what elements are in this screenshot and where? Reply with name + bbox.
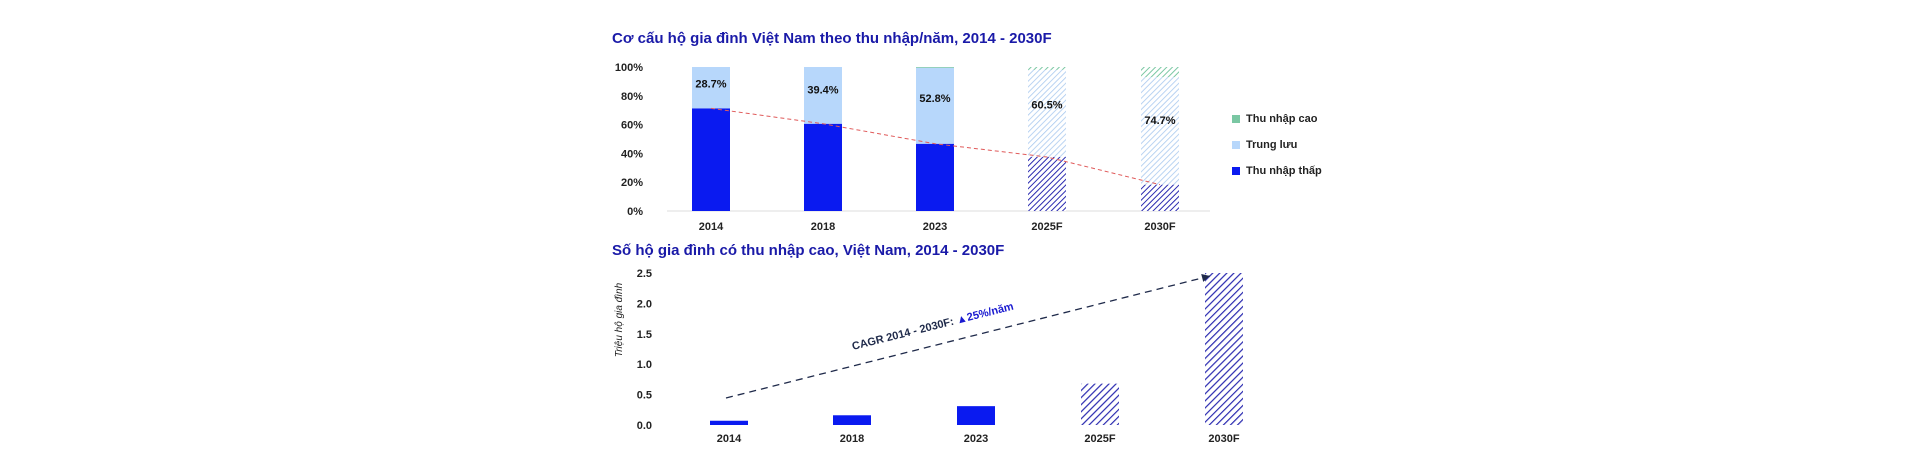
x-tick-label: 2018 — [811, 221, 835, 233]
y-tick-label: 80% — [621, 91, 643, 103]
y-tick-label: 60% — [621, 120, 643, 132]
legend-label: Thu nhập thấp — [1246, 165, 1322, 177]
chart-title-high-income-households: Số hộ gia đình có thu nhập cao, Việt Nam… — [612, 242, 1005, 259]
y-tick-label: 100% — [615, 62, 643, 74]
legend-label: Trung lưu — [1246, 139, 1298, 151]
legend-item-trung-luu: Trung lưu — [1232, 132, 1322, 158]
legend-item-thu-nhap-cao: Thu nhập cao — [1232, 106, 1322, 132]
bar-segment-thu-nhap-cao — [1141, 67, 1179, 78]
x-tick-label: 2014 — [699, 221, 724, 233]
legend-label: Thu nhập cao — [1246, 113, 1318, 125]
data-label: 60.5% — [1031, 100, 1062, 112]
x-tick-label: 2025F — [1031, 221, 1062, 233]
chart-title-household-structure: Cơ cấu hộ gia đình Việt Nam theo thu nhậ… — [612, 30, 1052, 47]
data-label: 74.7% — [1144, 115, 1175, 127]
trend-line — [710, 107, 1161, 186]
bar-segment-trung-luu — [1028, 69, 1066, 157]
x-tick-label: 2023 — [923, 221, 947, 233]
bar-segment-trung-luu — [692, 67, 730, 109]
bar-segment-thu-nhap-thap — [1028, 157, 1066, 211]
y-tick-label: 40% — [621, 148, 643, 160]
bar-segment-thu-nhap-cao — [1028, 67, 1066, 70]
bar-segment-thu-nhap-thap — [692, 108, 730, 211]
bar-segment-trung-luu — [916, 67, 954, 144]
data-label: 28.7% — [695, 79, 726, 91]
household-structure-legend: Thu nhập cao Trung lưu Thu nhập thấp — [1232, 106, 1322, 184]
legend-swatch — [1232, 115, 1240, 123]
bar-segment-trung-luu — [1141, 77, 1179, 185]
data-label: 39.4% — [807, 85, 838, 97]
bar-segment-thu-nhap-cao — [916, 67, 954, 68]
y-tick-label: 0% — [627, 206, 643, 218]
y-tick-label: 20% — [621, 177, 643, 189]
x-tick-label: 2030F — [1144, 221, 1175, 233]
legend-swatch — [1232, 167, 1240, 175]
bar-segment-trung-luu — [804, 67, 842, 124]
bar-segment-thu-nhap-thap — [804, 123, 842, 211]
legend-item-thu-nhap-thap: Thu nhập thấp — [1232, 158, 1322, 184]
legend-swatch — [1232, 141, 1240, 149]
data-label: 52.8% — [919, 93, 950, 105]
bar-segment-thu-nhap-thap — [916, 143, 954, 211]
bar-segment-thu-nhap-thap — [1141, 184, 1179, 211]
